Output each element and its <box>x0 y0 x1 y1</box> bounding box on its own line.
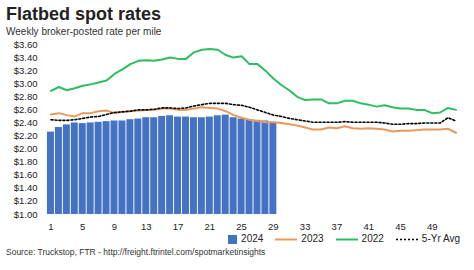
html-text:Flatbed spot rates: Flatbed spot rates <box>6 4 161 24</box>
svg-text:$1.20: $1.20 <box>14 195 38 206</box>
html-text:2024: 2024 <box>241 233 264 244</box>
svg-text:33: 33 <box>300 221 311 232</box>
svg-text:$1.40: $1.40 <box>14 182 38 193</box>
svg-text:25: 25 <box>236 221 247 232</box>
svg-text:45: 45 <box>395 221 406 232</box>
svg-text:$2.00: $2.00 <box>14 143 38 154</box>
svg-text:$2.40: $2.40 <box>14 117 38 128</box>
svg-text:$3.00: $3.00 <box>14 78 38 89</box>
svg-text:$2.60: $2.60 <box>14 104 38 115</box>
html-text:2022: 2022 <box>361 233 384 244</box>
svg-text:5: 5 <box>80 221 85 232</box>
svg-text:$3.20: $3.20 <box>14 65 38 76</box>
html-text:Weekly broker-posted rate per: Weekly broker-posted rate per mile <box>6 26 162 37</box>
html-text:5-Yr Avg: 5-Yr Avg <box>421 233 460 244</box>
svg-text:$1.80: $1.80 <box>14 156 38 167</box>
svg-text:37: 37 <box>332 221 343 232</box>
svg-text:$1.60: $1.60 <box>14 169 38 180</box>
html-text:2023: 2023 <box>301 233 324 244</box>
svg-text:29: 29 <box>268 221 279 232</box>
svg-text:41: 41 <box>363 221 374 232</box>
svg-text:$3.60: $3.60 <box>14 39 38 50</box>
svg-text:$2.80: $2.80 <box>14 91 38 102</box>
svg-text:21: 21 <box>205 221 216 232</box>
svg-text:17: 17 <box>173 221 184 232</box>
svg-text:1: 1 <box>48 221 53 232</box>
svg-text:9: 9 <box>112 221 117 232</box>
html-text:Source: Truckstop, FTR - http:: Source: Truckstop, FTR - http://freight.… <box>6 247 266 257</box>
svg-text:$1.00: $1.00 <box>14 209 38 220</box>
svg-text:13: 13 <box>141 221 152 232</box>
svg-text:$3.40: $3.40 <box>14 52 38 63</box>
svg-text:$2.20: $2.20 <box>14 130 38 141</box>
svg-text:49: 49 <box>427 221 438 232</box>
